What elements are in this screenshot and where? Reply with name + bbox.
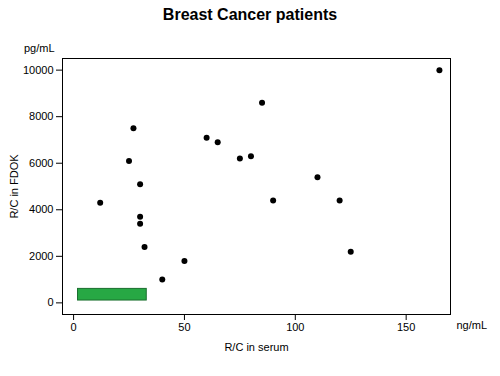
svg-text:150: 150	[397, 321, 415, 333]
svg-text:pg/mL: pg/mL	[24, 42, 55, 54]
svg-text:4000: 4000	[29, 203, 53, 215]
svg-text:0: 0	[71, 321, 77, 333]
svg-text:R/C in serum: R/C in serum	[224, 341, 288, 353]
svg-text:100: 100	[286, 321, 304, 333]
svg-text:ng/mL: ng/mL	[457, 319, 488, 331]
html-text:Breast Cancer patients: Breast Cancer patients	[162, 6, 338, 23]
svg-text:0: 0	[47, 296, 53, 308]
svg-text:R/C in FDOK: R/C in FDOK	[8, 154, 20, 219]
svg-text:8000: 8000	[29, 110, 53, 122]
svg-text:6000: 6000	[29, 157, 53, 169]
svg-text:50: 50	[178, 321, 190, 333]
svg-text:10000: 10000	[23, 64, 54, 76]
svg-text:2000: 2000	[29, 250, 53, 262]
